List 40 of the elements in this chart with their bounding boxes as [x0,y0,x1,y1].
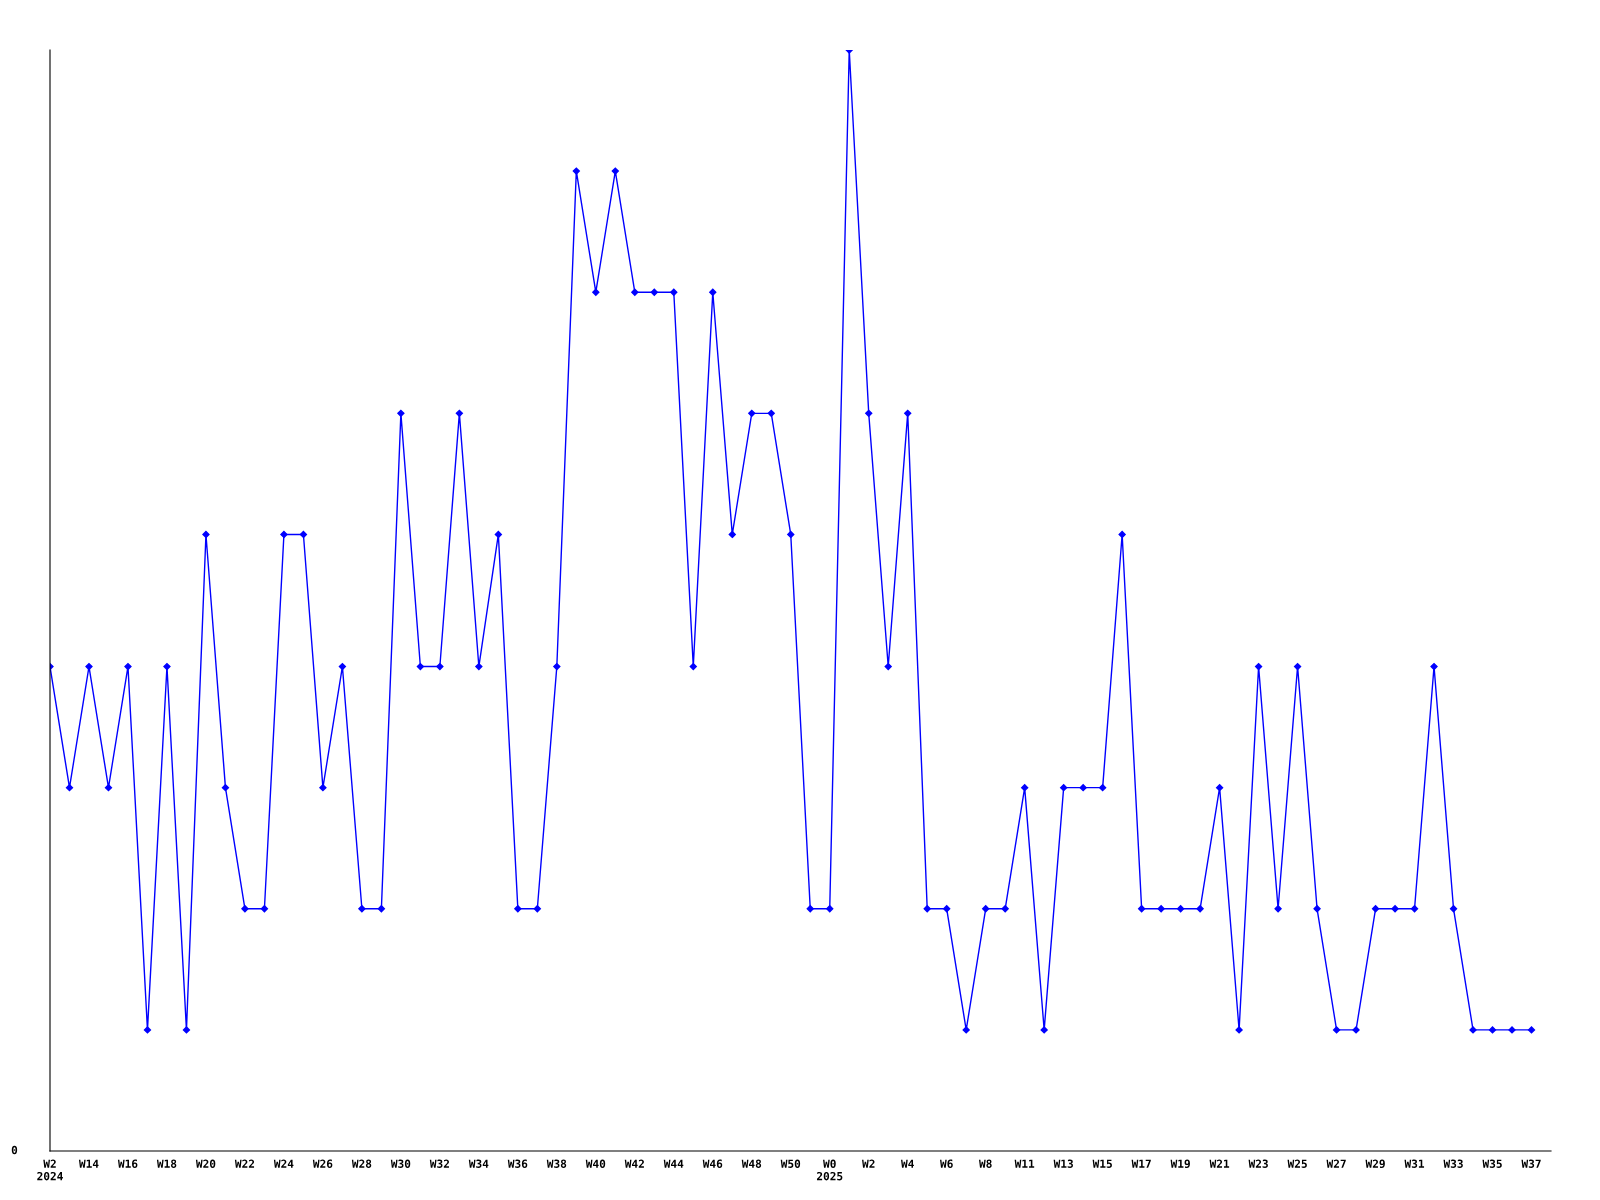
x-tick-label: W8 [979,1159,992,1168]
x-tick-label: W42 [624,1159,644,1168]
x-tick-label: W28 [351,1159,372,1168]
x-tick-label: W20 [195,1159,216,1168]
x-tick-label: W32 [429,1159,449,1168]
x-tick-label: W4 [901,1159,914,1168]
x-tick-label: W19 [1170,1159,1190,1168]
x-tick-label: W36 [507,1159,528,1168]
x-tick-label: W35 [1482,1159,1502,1168]
x-tick-label: W2 2024 [37,1159,63,1181]
x-tick-label: W31 [1404,1159,1425,1168]
x-tick-label: W25 [1287,1159,1307,1168]
x-tick-label: W13 [1053,1159,1073,1168]
x-tick-label: W37 [1521,1159,1541,1168]
x-tick-label: W38 [546,1159,567,1168]
x-tick-label: W26 [312,1159,333,1168]
x-tick-label: W11 [1014,1159,1035,1168]
text: 0 [11,1145,18,1155]
x-tick-label: W23 [1248,1159,1268,1168]
x-tick-label: W27 [1326,1159,1346,1168]
x-tick-label: W33 [1443,1159,1463,1168]
x-tick-label: W46 [702,1159,723,1168]
x-tick-label: W22 [234,1159,255,1168]
x-tick-label: W50 [780,1159,801,1168]
x-tick-label: W17 [1131,1159,1151,1168]
x-tick-label: W15 [1092,1159,1112,1168]
x-tick-label: W0 2025 [816,1159,843,1181]
x-tick-label: W6 [940,1159,953,1168]
x-tick-label: W48 [741,1159,762,1168]
x-tick-label: W21 [1209,1159,1230,1168]
x-tick-label: W29 [1365,1159,1385,1168]
x-tick-label: W34 [468,1159,489,1168]
x-tick-label: W16 [117,1159,138,1168]
x-tick-label: W40 [585,1159,606,1168]
x-tick-label: W30 [390,1159,411,1168]
x-tick-label: W24 [273,1159,294,1168]
x-tick-label: W2 [862,1159,875,1168]
x-tick-label: W14 [78,1159,99,1168]
x-tick-label: W44 [663,1159,684,1168]
x-tick-label: W18 [156,1159,177,1168]
